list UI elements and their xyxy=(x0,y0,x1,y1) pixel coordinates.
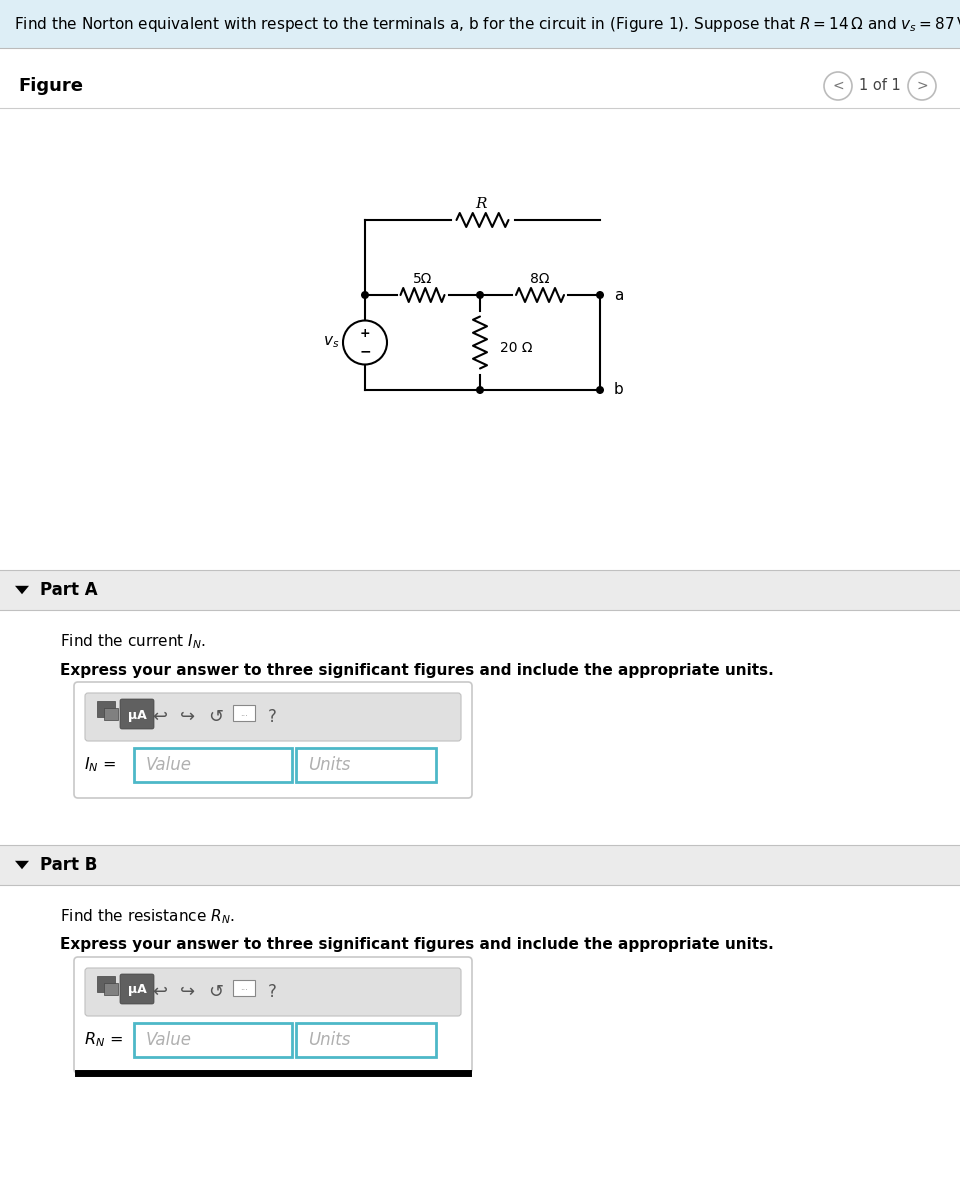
Circle shape xyxy=(908,72,936,100)
FancyBboxPatch shape xyxy=(97,701,115,716)
FancyBboxPatch shape xyxy=(74,682,472,798)
FancyBboxPatch shape xyxy=(104,983,118,995)
Text: Units: Units xyxy=(308,1031,350,1049)
FancyBboxPatch shape xyxy=(120,698,154,728)
Text: Value: Value xyxy=(146,756,192,774)
FancyBboxPatch shape xyxy=(134,1022,292,1057)
FancyBboxPatch shape xyxy=(85,692,461,740)
FancyBboxPatch shape xyxy=(0,845,960,886)
Circle shape xyxy=(361,290,369,299)
Text: 20 Ω: 20 Ω xyxy=(500,341,533,354)
FancyBboxPatch shape xyxy=(296,748,436,782)
Text: Find the current $I_N$.: Find the current $I_N$. xyxy=(60,632,205,652)
Text: $v_s$: $v_s$ xyxy=(323,335,339,350)
Text: 5Ω: 5Ω xyxy=(413,272,432,286)
FancyBboxPatch shape xyxy=(85,968,461,1016)
Circle shape xyxy=(824,72,852,100)
Text: R: R xyxy=(475,197,487,211)
Text: ...: ... xyxy=(240,708,248,718)
FancyBboxPatch shape xyxy=(120,974,154,1004)
Text: Units: Units xyxy=(308,756,350,774)
FancyBboxPatch shape xyxy=(233,704,255,721)
Text: a: a xyxy=(614,288,623,302)
Text: μA: μA xyxy=(128,708,146,721)
Circle shape xyxy=(343,320,387,365)
Text: ...: ... xyxy=(240,984,248,992)
Text: $I_N$ =: $I_N$ = xyxy=(84,756,116,774)
Polygon shape xyxy=(15,586,29,594)
Circle shape xyxy=(476,290,484,299)
Circle shape xyxy=(596,290,604,299)
FancyBboxPatch shape xyxy=(97,976,115,992)
Text: $R_N$ =: $R_N$ = xyxy=(84,1031,123,1049)
Text: b: b xyxy=(614,383,624,397)
FancyBboxPatch shape xyxy=(296,1022,436,1057)
FancyBboxPatch shape xyxy=(0,0,960,48)
Text: Figure: Figure xyxy=(18,77,83,95)
Text: Find the Norton equivalent with respect to the terminals a, b for the circuit in: Find the Norton equivalent with respect … xyxy=(14,14,960,34)
FancyBboxPatch shape xyxy=(233,980,255,996)
FancyBboxPatch shape xyxy=(134,748,292,782)
Text: 1 of 1: 1 of 1 xyxy=(859,78,900,94)
Text: ↺: ↺ xyxy=(208,708,224,726)
Text: Express your answer to three significant figures and include the appropriate uni: Express your answer to three significant… xyxy=(60,662,774,678)
Circle shape xyxy=(596,386,604,394)
Text: Value: Value xyxy=(146,1031,192,1049)
FancyBboxPatch shape xyxy=(74,958,472,1073)
Text: ↪: ↪ xyxy=(180,983,196,1001)
FancyBboxPatch shape xyxy=(0,570,960,610)
Text: Find the resistance $R_N$.: Find the resistance $R_N$. xyxy=(60,907,235,926)
Text: Express your answer to three significant figures and include the appropriate uni: Express your answer to three significant… xyxy=(60,937,774,953)
Text: −: − xyxy=(359,344,371,359)
Text: ↩: ↩ xyxy=(153,983,168,1001)
Circle shape xyxy=(476,386,484,394)
Text: ↩: ↩ xyxy=(153,708,168,726)
FancyBboxPatch shape xyxy=(104,708,118,720)
Text: ?: ? xyxy=(268,708,276,726)
Text: 8Ω: 8Ω xyxy=(530,272,550,286)
Text: >: > xyxy=(916,79,927,92)
Text: Part A: Part A xyxy=(40,581,98,599)
Text: <: < xyxy=(832,79,844,92)
Text: +: + xyxy=(360,326,371,340)
Text: μA: μA xyxy=(128,984,146,996)
Text: ↪: ↪ xyxy=(180,708,196,726)
Text: Part B: Part B xyxy=(40,856,97,874)
Text: ?: ? xyxy=(268,983,276,1001)
Polygon shape xyxy=(15,860,29,869)
Text: ↺: ↺ xyxy=(208,983,224,1001)
